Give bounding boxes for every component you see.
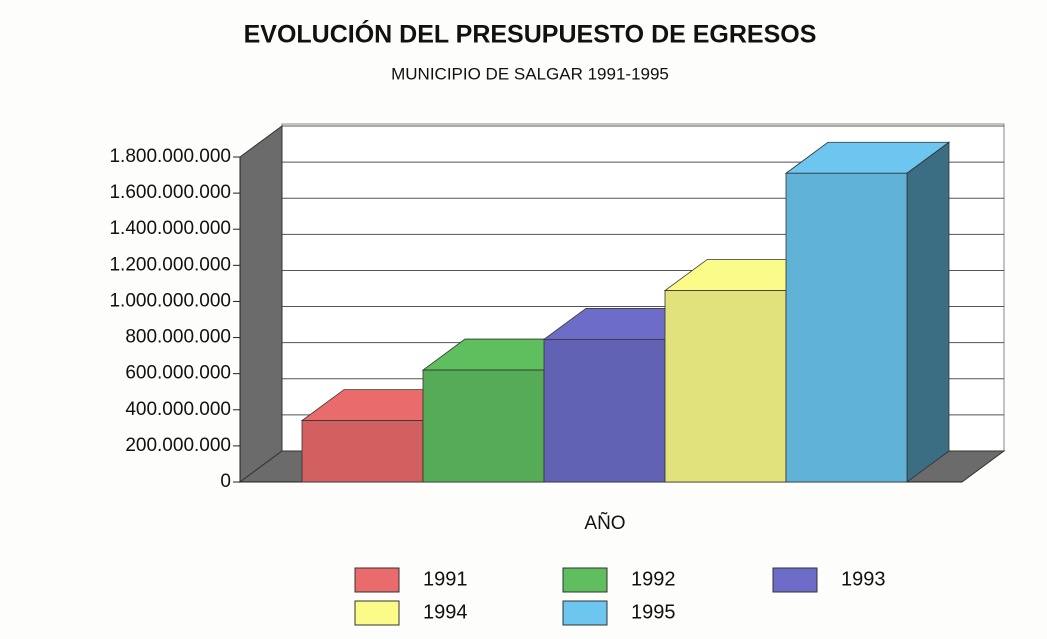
y-tick-label: 200.000.000 <box>125 435 231 456</box>
legend-swatch <box>562 567 608 593</box>
left-wall <box>239 125 283 483</box>
y-tick-label: 1.200.000.000 <box>109 254 231 275</box>
y-tick-label: 400.000.000 <box>125 399 231 420</box>
chart-subtitle: MUNICIPIO DE SALGAR 1991-1995 <box>391 64 669 83</box>
y-tick-label: 1.600.000.000 <box>109 182 231 203</box>
bar <box>301 420 424 483</box>
legend-swatch <box>354 567 400 593</box>
legend-swatch <box>562 600 608 626</box>
y-tick-label: 600.000.000 <box>125 363 231 384</box>
bar <box>664 290 787 483</box>
bar <box>422 369 545 483</box>
legend-label: 1993 <box>841 568 886 590</box>
bar <box>543 338 666 483</box>
chart-title: EVOLUCIÓN DEL PRESUPUESTO DE EGRESOS <box>244 19 817 49</box>
x-axis-label: AÑO <box>584 512 625 534</box>
bar <box>785 172 908 483</box>
y-tick-label: 1.400.000.000 <box>109 218 231 239</box>
legend-swatch <box>354 600 400 626</box>
legend-label: 1994 <box>423 601 468 623</box>
legend-swatch <box>772 567 818 593</box>
y-tick-label: 800.000.000 <box>125 327 231 348</box>
y-tick-label: 1.000.000.000 <box>109 290 231 311</box>
y-tick-label: 1.800.000.000 <box>109 146 231 167</box>
bar-side <box>906 141 950 483</box>
legend-label: 1995 <box>631 601 676 623</box>
y-tick-label: 0 <box>220 471 231 492</box>
legend-label: 1991 <box>423 568 468 590</box>
legend-label: 1992 <box>631 568 676 590</box>
